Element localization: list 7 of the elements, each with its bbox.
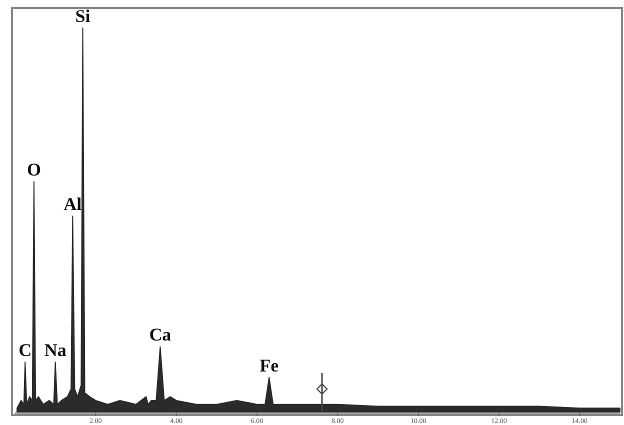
annotation: C [18,340,32,360]
annotation: Na [44,340,66,360]
annotation: O [26,160,41,180]
annotation: Si [75,6,90,26]
annotation: Ca [149,324,172,345]
annotation: Fe [260,355,279,376]
annotation: Al [64,194,82,214]
